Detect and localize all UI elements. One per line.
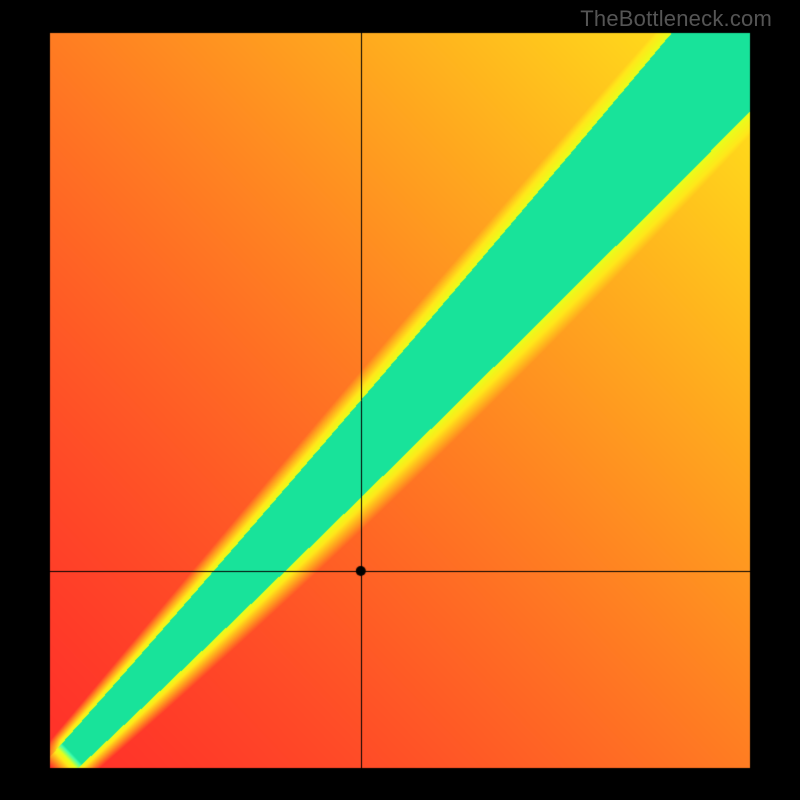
chart-container: TheBottleneck.com — [0, 0, 800, 800]
heatmap-canvas — [0, 0, 800, 800]
watermark-text: TheBottleneck.com — [580, 6, 772, 32]
